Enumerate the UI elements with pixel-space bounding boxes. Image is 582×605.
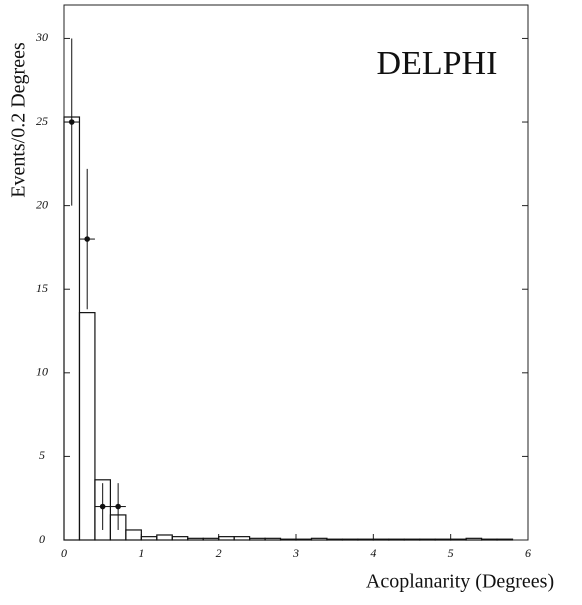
y-tick-label: 20	[36, 197, 48, 211]
histogram-bar	[357, 538, 374, 541]
y-tick-label: 0	[39, 532, 45, 546]
histogram-bar	[481, 538, 498, 541]
y-tick-label: 30	[35, 30, 48, 44]
x-axis-label: Acoplanarity (Degrees)	[366, 571, 554, 593]
histogram-bar	[434, 538, 452, 541]
y-tick-label: 5	[39, 448, 45, 462]
histogram-bar	[264, 537, 282, 541]
histogram-bar	[125, 529, 142, 541]
histogram-bar	[187, 537, 204, 541]
histogram-bar	[279, 538, 297, 541]
histogram-bar	[310, 537, 328, 541]
y-tick-label: 25	[36, 114, 48, 128]
plot-frame	[63, 4, 529, 541]
x-tick-label: 3	[292, 546, 299, 560]
data-point	[68, 119, 75, 125]
histogram-bar	[372, 538, 390, 541]
histogram-bar	[233, 536, 251, 541]
x-tick-label: 4	[370, 546, 376, 560]
histogram-bar	[341, 538, 359, 541]
histogram-bar	[249, 537, 266, 541]
annotation: DELPHI	[377, 45, 498, 82]
y-tick-label: 10	[36, 365, 48, 379]
histogram-bar	[140, 536, 158, 541]
x-tick-label: 0	[61, 546, 67, 560]
histogram-bar	[202, 537, 220, 541]
histogram-bar	[403, 538, 421, 541]
histogram-bar	[156, 534, 173, 541]
histogram-bar	[388, 538, 405, 541]
x-tick-label: 5	[448, 546, 454, 560]
histogram-bar	[171, 536, 189, 541]
histogram-bar	[78, 312, 96, 541]
data-point	[99, 503, 106, 510]
x-tick-label: 6	[525, 546, 531, 560]
data-point	[115, 503, 121, 510]
histogram-bar	[295, 538, 313, 541]
x-tick-label: 2	[216, 546, 222, 560]
histogram-bar	[450, 538, 467, 541]
histogram-bar	[496, 538, 514, 541]
histogram-bar	[419, 538, 436, 541]
x-tick-label: 1	[138, 546, 144, 560]
histogram-bar	[218, 536, 235, 541]
histogram-bar	[326, 538, 343, 541]
y-axis-label: Events/0.2 Degrees	[8, 42, 30, 198]
data-point	[84, 236, 90, 242]
y-tick-label: 15	[36, 281, 48, 295]
histogram-bar	[465, 537, 483, 541]
histogram-bar	[94, 479, 112, 541]
